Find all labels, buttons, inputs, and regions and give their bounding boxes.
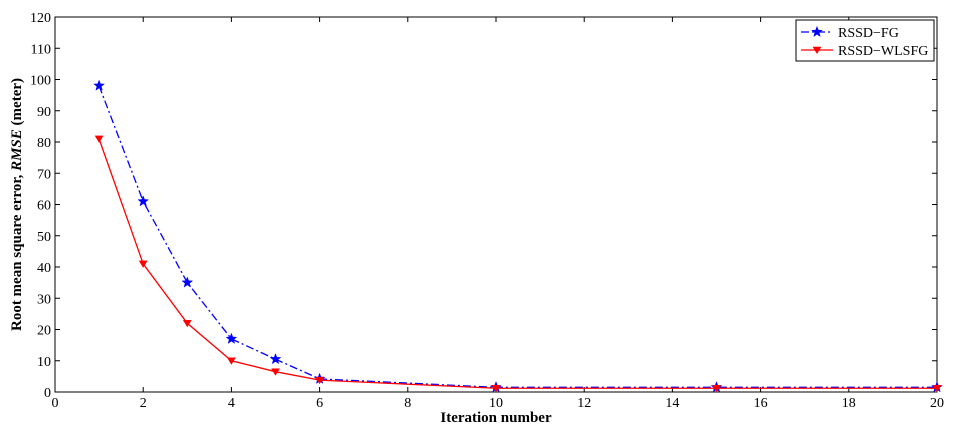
y-tick-label: 50 [37, 230, 51, 245]
y-tick-label: 20 [37, 324, 51, 339]
plot-area [54, 16, 938, 393]
data-point-rssd-wlsfg [315, 376, 325, 385]
data-point-rssd-fg [269, 352, 282, 365]
data-point-rssd-wlsfg [271, 368, 280, 376]
legend-marker-shape-rssd-wlsfg [812, 46, 822, 55]
y-tick-label: 110 [31, 42, 51, 57]
legend-label-rssd-fg: RSSD−FG [838, 26, 899, 41]
y-tick-label: 40 [37, 261, 51, 276]
x-tick-label: 4 [228, 396, 235, 411]
data-point-rssd-fg [93, 79, 106, 91]
data-point-rssd-wlsfg [932, 385, 942, 393]
y-tick-label: 0 [44, 386, 51, 401]
legend-box [795, 19, 935, 62]
x-tick-label: 20 [930, 396, 944, 411]
y-tick-label: 80 [37, 136, 51, 151]
x-tick-label: 0 [52, 396, 59, 411]
data-point-rssd-wlsfg [182, 320, 192, 328]
y-tick-label: 60 [37, 199, 51, 214]
legend: RSSD−FG RSSD−WLSFG [795, 19, 935, 62]
legend-marker-shape-rssd-fg [811, 25, 823, 38]
x-tick-label: 16 [754, 396, 768, 411]
x-tick-label: 10 [489, 396, 503, 411]
data-point-rssd-wlsfg [94, 135, 104, 143]
data-point-rssd-wlsfg [712, 385, 721, 393]
x-tick-label: 8 [404, 396, 411, 411]
y-axis-title-italic: RMSE [9, 129, 25, 172]
data-point-rssd-fg [137, 195, 150, 207]
legend-marker-rssd-wlsfg [812, 46, 822, 55]
x-axis-title: Iteration number [440, 410, 552, 426]
data-point-rssd-wlsfg [226, 357, 236, 365]
legend-label-rssd-wlsfg: RSSD−WLSFG [838, 44, 928, 59]
y-tick-label: 10 [37, 355, 51, 370]
y-tick-label: 30 [37, 292, 51, 307]
y-axis-title-suffix: (meter) [9, 78, 25, 129]
data-point-rssd-fg [181, 276, 194, 288]
y-tick-label: 70 [37, 167, 51, 182]
x-tick-label: 14 [665, 396, 679, 411]
series-rssd-wlsfg [94, 135, 942, 393]
y-tick-label: 120 [30, 11, 51, 26]
series-layer [93, 79, 943, 393]
x-tick-label: 18 [842, 396, 856, 411]
axis-ticks: 0 2 4 6 8 10 12 14 16 18 20 0 10 20 30 40 50 60 70 80 90 100 1… [30, 11, 944, 411]
data-point-rssd-fg [225, 332, 238, 344]
x-tick-label: 12 [577, 396, 591, 411]
legend-marker-rssd-fg [811, 25, 823, 38]
x-tick-label: 2 [140, 396, 147, 411]
y-tick-label: 100 [30, 74, 51, 89]
y-axis-title-prefix: Root mean square error, [9, 171, 25, 331]
data-point-rssd-wlsfg [491, 385, 501, 393]
y-axis-title: Root mean square error, RMSE (meter) [9, 78, 25, 331]
data-point-rssd-wlsfg [138, 260, 148, 268]
y-tick-label: 90 [37, 105, 51, 120]
x-tick-label: 6 [316, 396, 323, 411]
